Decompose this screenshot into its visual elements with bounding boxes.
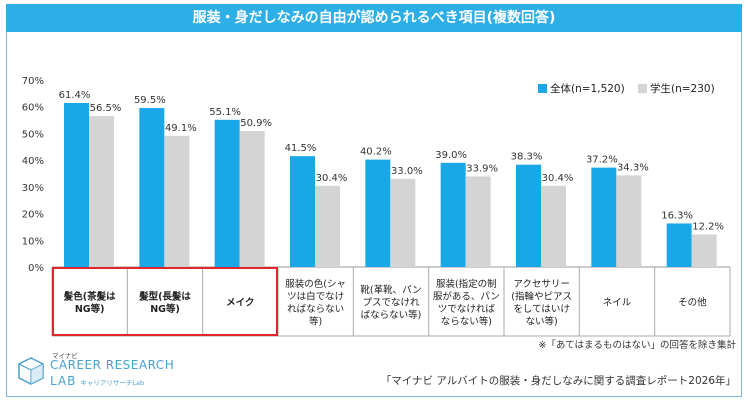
- category-label-line: ればならない: [287, 304, 344, 315]
- category-label: アクセサリー(指輪やピアスをしてはいけない等): [511, 279, 572, 328]
- data-label-series1: 55.1%: [209, 107, 241, 118]
- category-label-line: ツでなければ: [438, 304, 496, 315]
- data-label-series2: 50.9%: [240, 118, 272, 129]
- data-label-series1: 37.2%: [586, 155, 618, 166]
- data-label-series2: 30.4%: [316, 173, 348, 184]
- category-label: 服装(指定の制服がある、パンツでなければならない等): [433, 278, 500, 328]
- category-label-line: ならない等): [441, 315, 492, 327]
- data-label-series2: 34.3%: [617, 162, 649, 173]
- bar-series2: [616, 175, 642, 267]
- bar-series2: [164, 135, 190, 267]
- y-tick-label: 60%: [22, 103, 44, 114]
- category-label-line: (指輪やピアス: [511, 290, 572, 302]
- bar-series2: [89, 116, 114, 267]
- data-label-series1: 16.3%: [661, 210, 693, 221]
- y-tick-label: 30%: [22, 183, 44, 194]
- category-label-line: ツは白でなけ: [287, 290, 344, 302]
- bar-series2: [465, 176, 491, 267]
- logo-text-line2: LAB キャリアリサーチLab: [50, 374, 144, 388]
- bar-series1: [64, 102, 89, 267]
- category-label: ネイル: [603, 298, 632, 309]
- y-tick-label: 10%: [22, 236, 44, 247]
- legend-swatch: [638, 84, 647, 93]
- bar-series1: [516, 164, 541, 267]
- data-label-series1: 40.2%: [360, 147, 392, 158]
- bar-series2: [541, 185, 566, 267]
- data-label-series2: 33.9%: [466, 163, 498, 174]
- bar-series2: [315, 185, 340, 267]
- data-label-series1: 41.5%: [285, 143, 317, 154]
- bar-series1: [440, 162, 466, 267]
- data-label-series1: 61.4%: [59, 90, 91, 101]
- category-label-line: 髪型(長髪は: [138, 290, 191, 302]
- category-label-line: ネイル: [603, 298, 632, 309]
- category-label-line: NG等): [75, 303, 105, 315]
- chart-title: 服装・身だしなみの自由が認められるべき項目(複数回答): [6, 4, 742, 32]
- bar-series1: [666, 223, 692, 267]
- category-label-line: ない等): [526, 315, 558, 327]
- category-label: その他: [678, 297, 707, 309]
- category-label-line: 服がある、パン: [433, 290, 500, 302]
- highlight-box: [52, 267, 278, 336]
- y-tick-label: 70%: [22, 76, 44, 87]
- cube-logo-icon: [18, 357, 44, 385]
- bar-series1: [591, 167, 617, 267]
- bar-series1: [214, 119, 240, 267]
- category-label: 靴(革靴、パンプスでなければならない等): [360, 284, 421, 321]
- legend-label: 全体(n=1,520): [550, 82, 625, 95]
- y-tick-label: 0%: [28, 263, 44, 274]
- footnote: ※「あてはまるものはない」の回答を除き集計: [538, 340, 736, 351]
- category-label-line: その他: [678, 297, 707, 309]
- bar-series2: [691, 234, 717, 267]
- data-label-series2: 33.0%: [391, 166, 423, 177]
- category-label-line: 髪色(茶髪は: [63, 290, 116, 302]
- data-label-series1: 39.0%: [435, 150, 467, 161]
- bar-series2: [390, 178, 416, 267]
- bar-series2: [239, 131, 265, 267]
- category-label: 髪型(長髪は NG等): [138, 290, 191, 315]
- career-research-lab-logo: マイナビ CAREER RESEARCH LAB キャリアリサーチLab: [16, 350, 216, 392]
- category-label: 髪色(茶髪は NG等): [63, 290, 116, 315]
- data-label-series2: 12.2%: [692, 221, 724, 232]
- legend-label: 学生(n=230): [650, 82, 715, 95]
- data-label-series1: 38.3%: [511, 152, 543, 163]
- data-label-series1: 59.5%: [134, 95, 166, 106]
- data-label-series2: 56.5%: [90, 103, 122, 114]
- logo-brand: マイナビ: [52, 352, 78, 360]
- y-tick-label: 20%: [22, 210, 44, 221]
- category-label-line: 等): [309, 315, 322, 327]
- data-label-series2: 49.1%: [165, 123, 197, 134]
- bar-series1: [139, 108, 165, 267]
- category-label-line: ばならない等): [361, 309, 422, 321]
- data-label-series2: 30.4%: [542, 173, 574, 184]
- category-label: 服装の色(シャツは白でなければならない等): [285, 278, 346, 328]
- source-citation: 「マイナビ アルバイトの服装・身だしなみに関する調査レポート2026年」: [380, 375, 736, 387]
- category-label-line: 靴(革靴、パン: [360, 284, 421, 296]
- logo-text-line1: CAREER RESEARCH: [50, 358, 175, 372]
- category-label-line: プスでなけれ: [362, 298, 420, 309]
- category-label-line: 服装の色(シャ: [285, 278, 346, 290]
- category-label-line: NG等): [150, 303, 180, 315]
- category-label: メイク: [226, 298, 254, 309]
- bar-series1: [365, 159, 391, 267]
- y-tick-label: 50%: [22, 129, 44, 140]
- category-label-line: アクセサリー: [513, 279, 570, 290]
- category-label-line: メイク: [226, 298, 254, 309]
- category-label-line: 服装(指定の制: [436, 278, 497, 290]
- legend-swatch: [538, 84, 547, 93]
- category-label-line: をしてはいけ: [513, 304, 570, 315]
- y-tick-label: 40%: [22, 156, 44, 167]
- logo-sub: キャリアリサーチLab: [80, 379, 145, 387]
- logo-lab: LAB: [50, 374, 77, 388]
- bar-series1: [290, 156, 315, 267]
